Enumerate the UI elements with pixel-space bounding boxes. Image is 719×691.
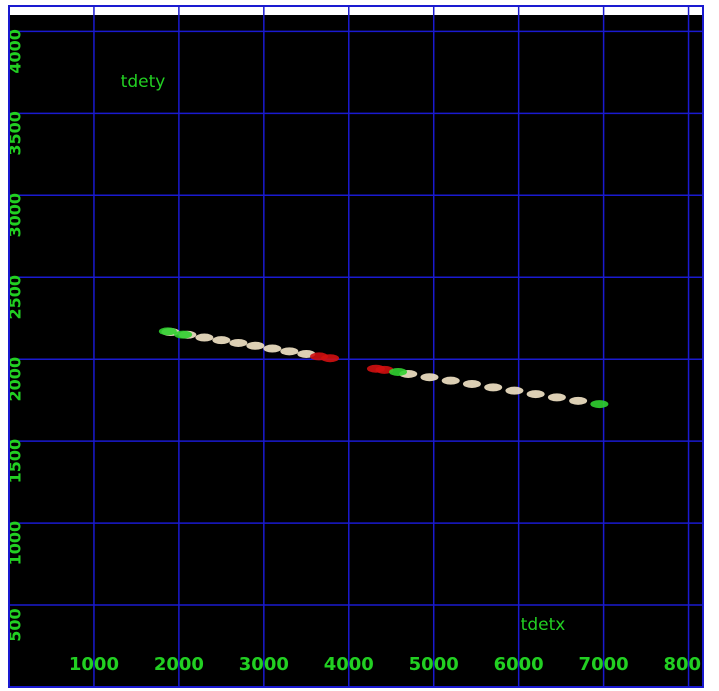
point	[280, 347, 299, 356]
y-tick-label: 3500	[6, 111, 25, 156]
y-tick-label: 2500	[6, 275, 25, 320]
point	[420, 373, 439, 382]
x-tick-label: 4000	[324, 654, 374, 675]
point	[547, 393, 566, 402]
x-tick-label: 3000	[239, 654, 289, 675]
x-axis-label: tdetx	[521, 615, 566, 635]
point	[195, 333, 214, 342]
point	[229, 338, 248, 347]
plot-frame	[8, 5, 704, 688]
point	[174, 330, 193, 339]
x-tick-label: 2000	[154, 654, 204, 675]
point	[590, 400, 609, 409]
point	[505, 386, 524, 395]
y-tick-label: 4000	[6, 29, 25, 74]
y-tick-label: 3000	[6, 193, 25, 238]
point	[246, 341, 265, 350]
x-tick-label: 7000	[579, 654, 629, 675]
y-axis-label: tdety	[121, 72, 166, 92]
point	[375, 365, 394, 374]
x-tick-label: 5000	[409, 654, 459, 675]
plot-background	[9, 15, 703, 687]
point	[569, 396, 588, 405]
x-tick-label: 6000	[494, 654, 544, 675]
point	[484, 383, 503, 392]
point	[526, 390, 545, 399]
point	[321, 354, 340, 363]
point	[462, 379, 481, 388]
point	[263, 344, 282, 353]
y-tick-label: 1500	[6, 439, 25, 484]
y-tick-label: 1000	[6, 521, 25, 566]
point	[441, 376, 460, 385]
point	[158, 327, 177, 336]
y-tick-label: 500	[6, 608, 25, 641]
x-tick-label: 1000	[69, 654, 119, 675]
point	[212, 336, 231, 345]
y-tick-label: 2000	[6, 357, 25, 402]
x-tick-label: 8000	[664, 654, 714, 675]
point	[389, 367, 408, 376]
